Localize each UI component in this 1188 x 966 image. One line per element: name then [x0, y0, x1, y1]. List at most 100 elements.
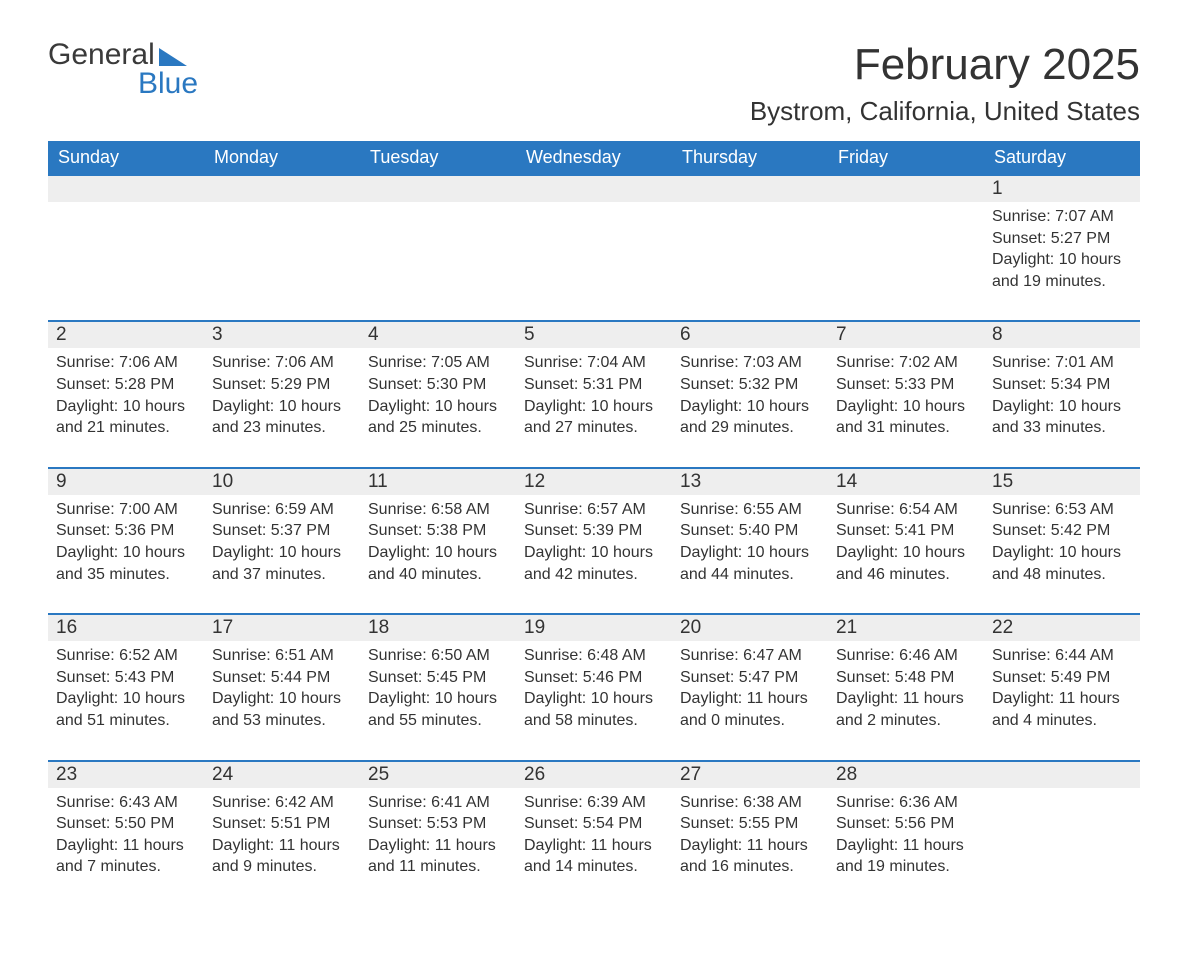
sunset: Sunset: 5:56 PM: [836, 813, 976, 835]
day-number: 22: [984, 615, 1140, 641]
day-cell: Sunrise: 6:47 AMSunset: 5:47 PMDaylight:…: [672, 641, 828, 759]
day-cell: [516, 202, 672, 320]
day-number: 16: [48, 615, 204, 641]
sunrise: Sunrise: 6:53 AM: [992, 499, 1132, 521]
week-number-row: 2345678: [48, 320, 1140, 348]
day-number: [204, 176, 360, 202]
sunset: Sunset: 5:33 PM: [836, 374, 976, 396]
day-cell: Sunrise: 7:05 AMSunset: 5:30 PMDaylight:…: [360, 348, 516, 466]
sunset: Sunset: 5:49 PM: [992, 667, 1132, 689]
sunrise: Sunrise: 7:00 AM: [56, 499, 196, 521]
day-number: [984, 762, 1140, 788]
week-number-row: 232425262728: [48, 760, 1140, 788]
day-number: [360, 176, 516, 202]
sunrise: Sunrise: 6:41 AM: [368, 792, 508, 814]
day-cell: Sunrise: 6:39 AMSunset: 5:54 PMDaylight:…: [516, 788, 672, 906]
day-cell: Sunrise: 7:07 AMSunset: 5:27 PMDaylight:…: [984, 202, 1140, 320]
daylight: Daylight: 10 hours and 53 minutes.: [212, 688, 352, 731]
sunset: Sunset: 5:31 PM: [524, 374, 664, 396]
sunset: Sunset: 5:39 PM: [524, 520, 664, 542]
sunrise: Sunrise: 6:58 AM: [368, 499, 508, 521]
week-number-row: 1: [48, 174, 1140, 202]
day-number: 28: [828, 762, 984, 788]
logo-sail-icon: [159, 48, 187, 66]
day-of-week-row: SundayMondayTuesdayWednesdayThursdayFrid…: [48, 141, 1140, 174]
sunset: Sunset: 5:44 PM: [212, 667, 352, 689]
daylight: Daylight: 10 hours and 42 minutes.: [524, 542, 664, 585]
daylight: Daylight: 10 hours and 46 minutes.: [836, 542, 976, 585]
day-number: 11: [360, 469, 516, 495]
sunrise: Sunrise: 7:07 AM: [992, 206, 1132, 228]
day-number: 1: [984, 176, 1140, 202]
sunset: Sunset: 5:36 PM: [56, 520, 196, 542]
day-cell: Sunrise: 6:36 AMSunset: 5:56 PMDaylight:…: [828, 788, 984, 906]
daylight: Daylight: 11 hours and 11 minutes.: [368, 835, 508, 878]
sunset: Sunset: 5:46 PM: [524, 667, 664, 689]
sunrise: Sunrise: 7:01 AM: [992, 352, 1132, 374]
day-cell: Sunrise: 6:54 AMSunset: 5:41 PMDaylight:…: [828, 495, 984, 613]
daylight: Daylight: 10 hours and 35 minutes.: [56, 542, 196, 585]
daylight: Daylight: 10 hours and 25 minutes.: [368, 396, 508, 439]
day-of-week-cell: Thursday: [672, 141, 828, 174]
day-of-week-cell: Sunday: [48, 141, 204, 174]
sunrise: Sunrise: 6:38 AM: [680, 792, 820, 814]
sunrise: Sunrise: 6:42 AM: [212, 792, 352, 814]
sunset: Sunset: 5:53 PM: [368, 813, 508, 835]
sunset: Sunset: 5:28 PM: [56, 374, 196, 396]
day-cell: [204, 202, 360, 320]
title-block: February 2025 Bystrom, California, Unite…: [750, 40, 1140, 127]
sunrise: Sunrise: 7:03 AM: [680, 352, 820, 374]
day-cell: Sunrise: 7:03 AMSunset: 5:32 PMDaylight:…: [672, 348, 828, 466]
day-number: [48, 176, 204, 202]
day-number: 2: [48, 322, 204, 348]
daylight: Daylight: 11 hours and 7 minutes.: [56, 835, 196, 878]
day-cell: Sunrise: 6:55 AMSunset: 5:40 PMDaylight:…: [672, 495, 828, 613]
daylight: Daylight: 10 hours and 44 minutes.: [680, 542, 820, 585]
day-cell: Sunrise: 7:00 AMSunset: 5:36 PMDaylight:…: [48, 495, 204, 613]
day-number: 5: [516, 322, 672, 348]
day-of-week-cell: Tuesday: [360, 141, 516, 174]
sunrise: Sunrise: 7:06 AM: [56, 352, 196, 374]
sunset: Sunset: 5:45 PM: [368, 667, 508, 689]
sunrise: Sunrise: 6:43 AM: [56, 792, 196, 814]
sunset: Sunset: 5:51 PM: [212, 813, 352, 835]
day-number: 25: [360, 762, 516, 788]
day-number: 12: [516, 469, 672, 495]
sunrise: Sunrise: 6:59 AM: [212, 499, 352, 521]
daylight: Daylight: 11 hours and 14 minutes.: [524, 835, 664, 878]
day-cell: Sunrise: 6:46 AMSunset: 5:48 PMDaylight:…: [828, 641, 984, 759]
day-number: [516, 176, 672, 202]
sunrise: Sunrise: 6:51 AM: [212, 645, 352, 667]
week-number-row: 16171819202122: [48, 613, 1140, 641]
day-cell: Sunrise: 6:59 AMSunset: 5:37 PMDaylight:…: [204, 495, 360, 613]
day-number: 9: [48, 469, 204, 495]
day-number: 27: [672, 762, 828, 788]
sunrise: Sunrise: 7:06 AM: [212, 352, 352, 374]
sunset: Sunset: 5:40 PM: [680, 520, 820, 542]
day-cell: Sunrise: 6:52 AMSunset: 5:43 PMDaylight:…: [48, 641, 204, 759]
day-cell: Sunrise: 7:02 AMSunset: 5:33 PMDaylight:…: [828, 348, 984, 466]
sunrise: Sunrise: 7:04 AM: [524, 352, 664, 374]
day-number: 8: [984, 322, 1140, 348]
day-number: [828, 176, 984, 202]
sunrise: Sunrise: 6:50 AM: [368, 645, 508, 667]
sunset: Sunset: 5:37 PM: [212, 520, 352, 542]
day-cell: Sunrise: 6:44 AMSunset: 5:49 PMDaylight:…: [984, 641, 1140, 759]
day-number: 23: [48, 762, 204, 788]
daylight: Daylight: 10 hours and 23 minutes.: [212, 396, 352, 439]
day-number: [672, 176, 828, 202]
day-cell: Sunrise: 6:38 AMSunset: 5:55 PMDaylight:…: [672, 788, 828, 906]
daylight: Daylight: 11 hours and 0 minutes.: [680, 688, 820, 731]
daylight: Daylight: 10 hours and 40 minutes.: [368, 542, 508, 585]
daylight: Daylight: 10 hours and 27 minutes.: [524, 396, 664, 439]
sunrise: Sunrise: 6:47 AM: [680, 645, 820, 667]
sunrise: Sunrise: 6:39 AM: [524, 792, 664, 814]
sunrise: Sunrise: 6:57 AM: [524, 499, 664, 521]
daylight: Daylight: 11 hours and 9 minutes.: [212, 835, 352, 878]
sunset: Sunset: 5:32 PM: [680, 374, 820, 396]
day-cell: Sunrise: 7:06 AMSunset: 5:28 PMDaylight:…: [48, 348, 204, 466]
daylight: Daylight: 10 hours and 37 minutes.: [212, 542, 352, 585]
week-body-row: Sunrise: 6:43 AMSunset: 5:50 PMDaylight:…: [48, 788, 1140, 906]
sunset: Sunset: 5:43 PM: [56, 667, 196, 689]
day-cell: Sunrise: 6:51 AMSunset: 5:44 PMDaylight:…: [204, 641, 360, 759]
